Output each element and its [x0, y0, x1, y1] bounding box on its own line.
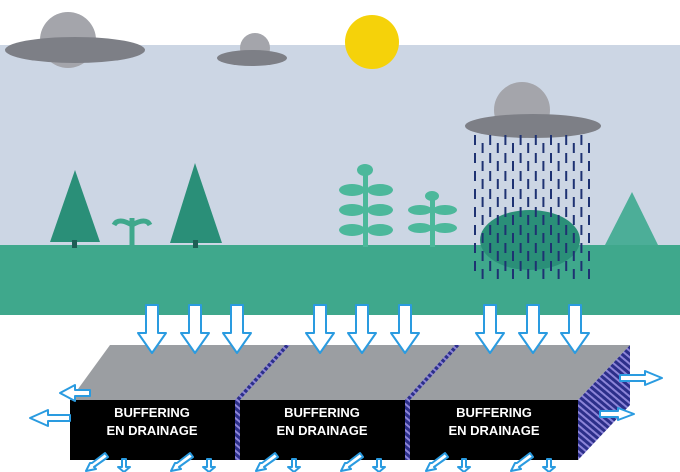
sky — [0, 45, 680, 255]
drain-arrow — [425, 452, 471, 472]
block-label: EN DRAINAGE — [106, 423, 197, 438]
block-label: EN DRAINAGE — [448, 423, 539, 438]
block-labels: BUFFERING EN DRAINAGE BUFFERING EN DRAIN… — [106, 405, 539, 438]
rain — [474, 135, 590, 279]
block-label: EN DRAINAGE — [276, 423, 367, 438]
sun — [345, 15, 399, 69]
arrows — [29, 304, 663, 472]
clouds — [5, 12, 601, 138]
blocks — [70, 345, 630, 460]
block-label: BUFFERING — [284, 405, 360, 420]
drain-arrow — [170, 452, 216, 472]
drain-arrow — [255, 452, 301, 472]
drain-arrow — [85, 452, 131, 472]
block-label: BUFFERING — [114, 405, 190, 420]
drain-arrow — [510, 452, 556, 472]
block-label: BUFFERING — [456, 405, 532, 420]
drain-arrow — [340, 452, 386, 472]
